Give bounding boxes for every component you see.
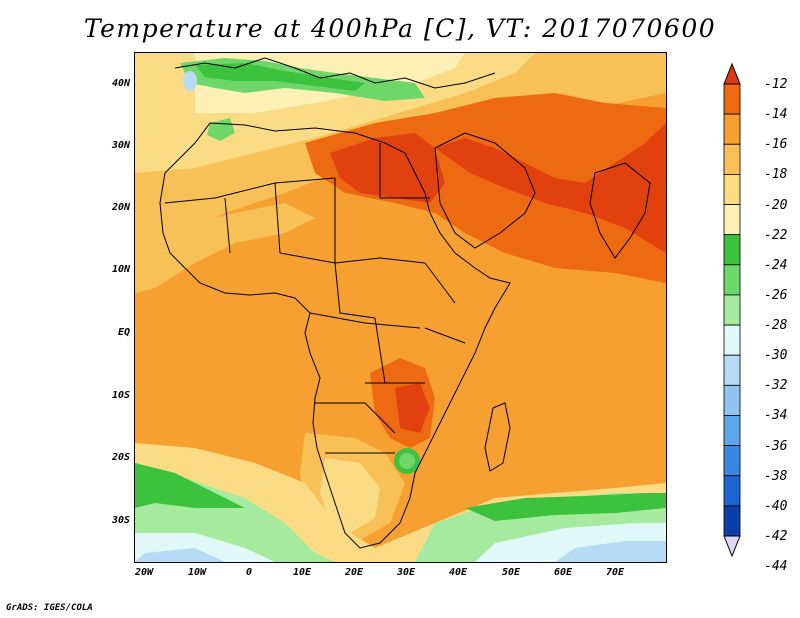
europe-coastline: [174, 57, 496, 89]
lon-label-10e: 10E: [292, 567, 312, 578]
colorbar-segment: [723, 445, 741, 477]
colorbar-label: -20: [764, 197, 788, 213]
lon-label-60e: 60E: [553, 567, 573, 578]
field-zambia-hottest: [395, 383, 430, 433]
footer-credit: GrADS: IGES/COLA: [6, 603, 93, 613]
lon-label-30e: 30E: [396, 567, 416, 578]
field-south-green-west: [135, 463, 245, 508]
lat-label-30n: 30N: [111, 140, 130, 151]
field-sahel-warm: [135, 203, 315, 293]
colorbar-label: -12: [764, 77, 788, 92]
lon-label-20e: 20E: [344, 567, 364, 578]
africa-coastline: [159, 122, 511, 549]
colorbar-segment: [723, 384, 741, 416]
lon-label-0: 0: [245, 567, 253, 578]
map-plot-area: [134, 52, 667, 563]
field-south-mild: [320, 458, 380, 533]
field-med-darkgreen: [195, 63, 365, 91]
colorbar-label: -42: [764, 529, 788, 544]
temperature-map: [135, 53, 666, 562]
colorbar-segment: [723, 174, 741, 205]
colorbar-label: -34: [764, 408, 788, 424]
colorbar-label: -14: [764, 107, 788, 123]
field-iberia-blue: [183, 71, 197, 91]
colorbar-segment: [723, 83, 741, 115]
colorbar-label: -24: [764, 257, 788, 273]
lat-label-30s: 30S: [111, 515, 130, 526]
lon-label-10w: 10W: [187, 567, 207, 578]
colorbar-segment: [723, 294, 741, 326]
colorbar-segments: [723, 83, 741, 537]
field-sa-lightgreen: [399, 453, 415, 469]
lat-label-eq: EQ: [117, 327, 130, 338]
madagascar-coastline: [484, 402, 511, 472]
colorbar: [723, 62, 741, 558]
colorbar-label: -30: [764, 348, 788, 364]
colorbar-label: -44: [764, 559, 788, 575]
lon-label-70e: 70E: [605, 567, 625, 578]
colorbar-label: -38: [764, 468, 788, 484]
field-south-blue: [135, 541, 666, 562]
india-coastline: [589, 162, 651, 259]
field-south-green-east: [465, 493, 666, 521]
field-hottest-egypt: [330, 133, 445, 203]
lon-label-40e: 40E: [448, 567, 468, 578]
colorbar-label: -40: [764, 498, 788, 514]
lat-label-20n: 20N: [111, 202, 130, 213]
colorbar-label: -16: [764, 137, 788, 153]
colorbar-label: -18: [764, 167, 788, 183]
colorbar-segment: [723, 354, 741, 386]
country-borders: [164, 143, 466, 454]
colorbar-label: -36: [764, 438, 788, 454]
lon-label-50e: 50E: [501, 567, 521, 578]
lat-label-40n: 40N: [111, 78, 130, 89]
colorbar-segment: [723, 204, 741, 236]
field-hottest-arabia: [435, 123, 666, 253]
colorbar-label: -26: [764, 287, 788, 303]
field-south-cyan: [135, 523, 666, 562]
colorbar-segment: [723, 415, 741, 447]
colorbar-top-arrow: [723, 62, 741, 85]
colorbar-segment: [723, 143, 741, 175]
coastlines: [159, 57, 651, 549]
colorbar-segment: [723, 234, 741, 266]
colorbar-label: -22: [764, 227, 788, 243]
colorbar-segment: [723, 475, 741, 507]
lon-label-20w: 20W: [134, 567, 154, 578]
colorbar-label: -32: [764, 378, 788, 394]
lat-label-20s: 20S: [111, 452, 130, 463]
colorbar-segment: [723, 264, 741, 296]
colorbar-segment: [723, 505, 741, 537]
colorbar-label: -28: [764, 318, 788, 334]
colorbar-bottom-arrow: [723, 535, 741, 558]
lat-label-10n: 10N: [111, 264, 130, 275]
map-title: Temperature at 400hPa [C], VT: 201707060…: [83, 14, 717, 43]
colorbar-segment: [723, 324, 741, 356]
arabia-coastline: [434, 132, 536, 249]
lat-label-10s: 10S: [111, 390, 130, 401]
colorbar-segment: [723, 113, 741, 145]
